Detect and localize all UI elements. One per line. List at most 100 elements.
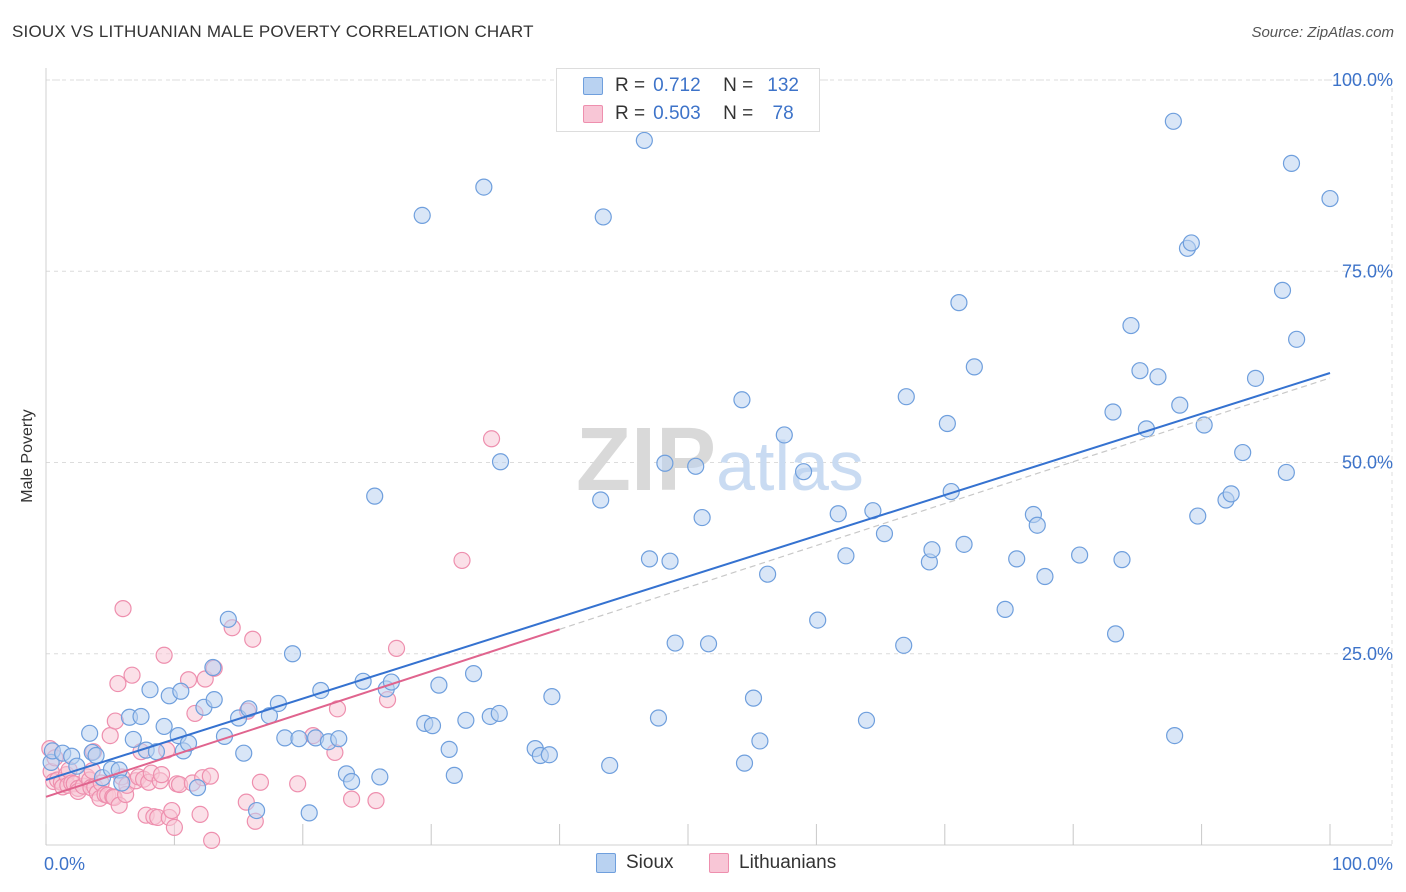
stats-row-lithuanians: R = 0.503 N = 78	[557, 100, 819, 128]
sioux-point	[205, 691, 223, 709]
lithuanians-point	[244, 630, 262, 648]
trend-lines	[45, 372, 1331, 798]
sioux-point	[124, 730, 142, 749]
source-label: Source: ZipAtlas.com	[1251, 24, 1394, 41]
sioux-point	[1166, 727, 1184, 745]
sioux-point	[1234, 443, 1252, 462]
lithuanians-point	[342, 790, 361, 808]
tick-labels: 25.0% 50.0% 75.0% 100.0% 0.0% 100.0%	[44, 70, 1393, 874]
sioux-point	[330, 730, 348, 748]
lithuanians-point	[251, 773, 270, 791]
stats-row-sioux: R = 0.712 N = 132	[557, 72, 819, 100]
sioux-point	[1171, 396, 1189, 414]
sioux-point	[204, 658, 222, 677]
sioux-point	[857, 711, 876, 729]
lithuanians-swatch	[709, 853, 729, 873]
r-label: R =	[615, 103, 646, 124]
sioux-point	[829, 505, 847, 523]
sioux-point	[1104, 403, 1122, 421]
sioux-point	[475, 178, 493, 196]
legend-item-lithuanians[interactable]: Lithuanians	[709, 852, 836, 874]
sioux-point	[1282, 154, 1301, 172]
sioux-point	[188, 779, 207, 797]
sioux-point	[1222, 485, 1240, 503]
sioux-point	[440, 740, 458, 758]
sioux-point	[543, 687, 561, 706]
sioux-point	[491, 453, 510, 471]
sioux-point	[290, 730, 308, 748]
legend-label-sioux: Sioux	[626, 852, 674, 873]
y-tick-label: 25.0%	[1342, 644, 1393, 664]
sioux-point	[897, 388, 915, 406]
sioux-point	[1028, 516, 1046, 534]
sioux-point	[744, 689, 763, 707]
lithuanians-trend-extension	[559, 377, 1331, 630]
sioux-point	[649, 709, 668, 727]
sioux-point	[635, 131, 653, 150]
lithuanians-point	[123, 666, 141, 684]
lithuanians-point	[106, 712, 124, 730]
sioux-point	[1008, 550, 1026, 568]
n-value: 132	[767, 75, 799, 96]
sioux-point	[759, 565, 777, 583]
sioux-point	[699, 635, 718, 653]
sioux-point	[955, 535, 973, 553]
sioux-point	[693, 508, 711, 527]
sioux-point	[895, 636, 913, 654]
lithuanians-swatch	[583, 105, 603, 123]
x-tick-label: 0.0%	[44, 854, 85, 874]
sioux-point	[965, 358, 983, 376]
sioux-point	[457, 711, 475, 729]
sioux-point	[235, 744, 253, 762]
sioux-point	[1122, 316, 1140, 335]
lithuanians-point	[453, 551, 471, 570]
lithuanians-point	[109, 674, 127, 693]
sioux-point	[594, 208, 612, 226]
lithuanians-point	[191, 805, 209, 824]
sioux-point	[371, 768, 389, 786]
chart-title: SIOUX VS LITHUANIAN MALE POVERTY CORRELA…	[12, 22, 534, 41]
sioux-point	[1149, 368, 1167, 386]
sioux-point	[247, 801, 266, 820]
lithuanians-point	[101, 727, 119, 745]
sioux-point	[1071, 546, 1089, 564]
lithuanians-point	[203, 831, 221, 850]
sioux-point	[172, 682, 190, 700]
sioux-point	[656, 454, 674, 472]
sioux-point	[240, 700, 258, 718]
sioux-swatch	[583, 77, 603, 95]
lithuanians-point	[114, 600, 132, 618]
sioux-point	[219, 610, 237, 628]
sioux-point	[1036, 567, 1054, 586]
y-tick-label: 100.0%	[1332, 70, 1393, 90]
sioux-point	[113, 774, 131, 792]
r-value: 0.503	[653, 103, 701, 124]
sioux-point	[733, 391, 751, 409]
sioux-point	[81, 724, 99, 742]
sioux-point	[950, 294, 968, 312]
legend: Sioux Lithuanians	[0, 852, 1406, 878]
lithuanians-point	[387, 639, 406, 657]
r-value: 0.712	[653, 75, 701, 96]
lithuanians-point	[163, 801, 181, 820]
sioux-point	[1246, 369, 1265, 387]
sioux-point	[661, 552, 679, 570]
sioux-point	[87, 746, 105, 765]
sioux-point	[1321, 189, 1339, 208]
legend-label-lithuanians: Lithuanians	[739, 852, 837, 873]
sioux-point	[141, 681, 159, 699]
sioux-point	[938, 414, 956, 433]
sioux-point	[283, 645, 302, 663]
sioux-points	[42, 112, 1339, 822]
y-tick-label: 75.0%	[1342, 261, 1393, 281]
sioux-point	[751, 732, 769, 750]
r-label: R =	[615, 75, 646, 96]
lithuanians-point	[367, 792, 385, 810]
sioux-point	[601, 756, 619, 775]
sioux-point	[464, 665, 483, 683]
sioux-point	[1195, 416, 1213, 434]
sioux-point	[300, 804, 318, 822]
legend-item-sioux[interactable]: Sioux	[596, 852, 674, 874]
sioux-point	[147, 743, 166, 761]
